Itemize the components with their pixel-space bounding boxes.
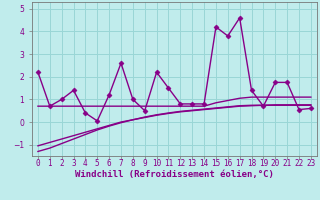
X-axis label: Windchill (Refroidissement éolien,°C): Windchill (Refroidissement éolien,°C): [75, 170, 274, 179]
